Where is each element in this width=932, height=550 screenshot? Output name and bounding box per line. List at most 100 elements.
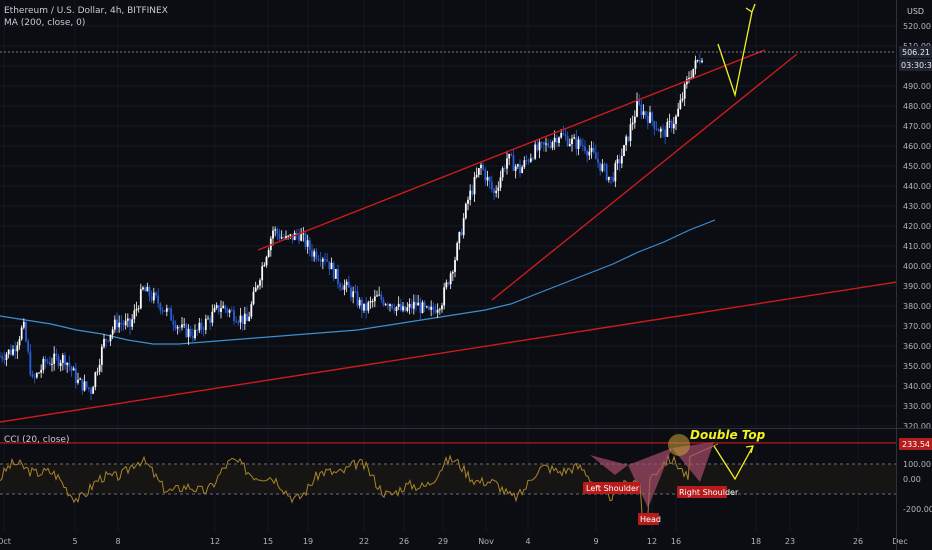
candle-body — [194, 329, 196, 339]
candle-body — [85, 381, 88, 388]
candle-body — [575, 137, 578, 149]
candle-body — [551, 142, 554, 148]
candle-body — [417, 302, 420, 306]
candle-body — [64, 355, 66, 365]
candle-body — [406, 307, 409, 311]
candle-body — [618, 159, 621, 164]
candle-body — [48, 362, 51, 365]
upper-channel-trendline[interactable] — [257, 49, 766, 251]
candle-body — [252, 291, 255, 305]
candle-body — [659, 128, 662, 132]
candle-body — [100, 346, 103, 365]
candle-body — [594, 152, 597, 160]
candle-body — [380, 294, 383, 300]
candles — [0, 53, 703, 401]
candle-body — [20, 327, 23, 340]
candle-body — [389, 304, 391, 306]
candle-body — [636, 100, 638, 117]
candle-body — [493, 189, 495, 194]
candle-body — [482, 164, 485, 170]
time-tick-label: 4 — [525, 537, 530, 546]
candle-body — [202, 329, 205, 331]
candle-body — [280, 237, 283, 239]
candle-body — [217, 305, 220, 312]
candle-body — [529, 158, 532, 162]
price-tick-label: 520.00 — [903, 22, 931, 31]
candle-body — [573, 137, 576, 139]
candle-body — [220, 308, 222, 312]
candle-body — [298, 235, 300, 241]
price-tick-label: 390.00 — [903, 282, 931, 291]
trendlines[interactable] — [0, 3, 897, 423]
candle-body — [488, 177, 491, 182]
cci-projection-arrow-head — [745, 445, 754, 454]
candle-body — [363, 303, 365, 311]
candle-body — [150, 296, 153, 301]
candle-body — [46, 362, 49, 363]
candle-body — [274, 229, 277, 231]
candle-body — [672, 123, 675, 129]
candle-body — [384, 304, 387, 306]
candle-body — [490, 181, 493, 190]
candle-body — [449, 273, 452, 285]
candle-body — [142, 287, 144, 290]
candle-body — [77, 379, 79, 383]
ma-line — [0, 219, 716, 345]
candle-body — [445, 282, 448, 288]
candle-body — [243, 313, 246, 324]
candle-body — [601, 164, 604, 171]
candle-body — [499, 177, 502, 188]
candle-body — [421, 302, 424, 313]
candle-body — [339, 283, 342, 288]
double-top-marker — [668, 434, 690, 456]
time-tick-label: 19 — [303, 537, 313, 546]
candle-body — [655, 128, 658, 130]
candle-body — [3, 358, 6, 360]
candle-body — [395, 306, 398, 312]
candle-body — [683, 84, 686, 99]
candle-body — [133, 310, 136, 320]
candle-body — [456, 243, 459, 261]
candle-body — [562, 133, 565, 135]
candle-body — [644, 111, 647, 116]
candle-body — [263, 265, 266, 267]
candle-body — [441, 305, 443, 310]
time-tick-label: 16 — [671, 537, 681, 546]
candle-body — [568, 144, 571, 146]
candle-body — [105, 338, 108, 341]
candle-body — [211, 311, 214, 323]
candle-body — [198, 322, 201, 331]
long-term-support-trendline[interactable] — [0, 281, 897, 423]
price-tick-label: 440.00 — [903, 182, 931, 191]
left-shoulder-shape — [590, 455, 628, 475]
candle-body — [514, 166, 517, 171]
candle-body — [579, 139, 582, 146]
candle-body — [525, 160, 528, 162]
candle-body — [230, 310, 233, 312]
candle-body — [402, 306, 404, 311]
candle-body — [181, 324, 183, 328]
candle-body — [317, 259, 320, 260]
lower-channel-trendline[interactable] — [491, 53, 798, 301]
candle-body — [542, 142, 545, 145]
candle-body — [588, 151, 591, 156]
candle-body — [12, 349, 14, 355]
candle-body — [432, 306, 435, 310]
candle-body — [631, 122, 634, 125]
candle-body — [59, 362, 62, 366]
price-projection-line — [717, 11, 753, 98]
candle-body — [566, 136, 569, 146]
candle-body — [399, 303, 402, 311]
candle-body — [371, 301, 374, 302]
candle-body — [137, 308, 140, 310]
candle-body — [677, 108, 680, 117]
candle-body — [497, 187, 500, 191]
candle-body — [343, 285, 346, 290]
candle-body — [369, 301, 372, 303]
candle-body — [306, 240, 309, 247]
cci-indicator-label[interactable]: CCI (20, close) — [4, 435, 69, 445]
candle-body — [135, 308, 138, 311]
ma-indicator-label[interactable]: MA (200, close, 0) — [4, 18, 85, 28]
candle-body — [124, 320, 127, 326]
